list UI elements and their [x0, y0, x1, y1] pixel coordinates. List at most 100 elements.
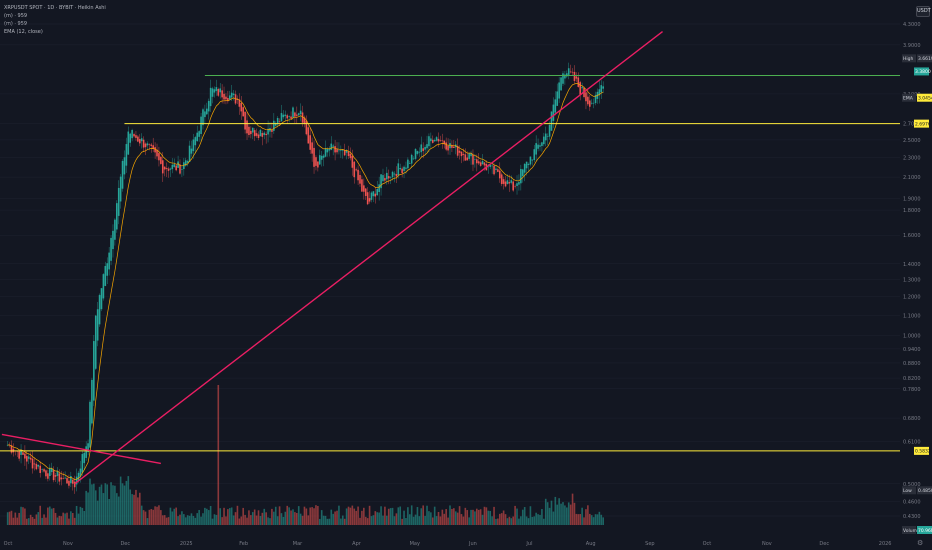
candle-body [251, 127, 254, 133]
candle-body [22, 452, 24, 455]
candle-body [384, 178, 386, 181]
volume-bar [186, 515, 189, 525]
candle-body [520, 168, 522, 184]
candle-body [228, 95, 231, 100]
volume-bar [52, 508, 55, 525]
volume-bar [167, 517, 170, 525]
volume-bar [313, 508, 315, 525]
candle-body [104, 266, 107, 286]
candle-body [435, 137, 438, 141]
candle-body [567, 68, 570, 75]
volume-bar [274, 506, 277, 525]
candle-body [73, 481, 76, 488]
volume-bar [278, 506, 281, 525]
candle-body [173, 164, 176, 167]
candle-body [548, 124, 551, 137]
candle-body [489, 164, 492, 167]
symbol-title[interactable]: XRPUSDT SPOT · 1D · BYBIT · Heikin Ashi [4, 5, 106, 11]
candle-body [263, 132, 266, 135]
candle-body [137, 136, 139, 142]
candle-body [380, 174, 382, 189]
volume-bar [236, 505, 239, 525]
time-axis[interactable]: Oct Nov Dec 2025 Feb Mar Apr May Jun Jul Aug Sep Oct… [4, 541, 892, 547]
candle-body [351, 155, 354, 168]
candle-body [60, 477, 63, 480]
horizontal-levels[interactable] [0, 74, 900, 452]
gear-icon[interactable]: ⚙ [917, 539, 924, 547]
candle-body [487, 166, 490, 168]
candle-body [96, 309, 99, 341]
volume-bar [196, 513, 199, 525]
candle-body [585, 92, 587, 102]
candle-body [338, 150, 340, 152]
y-tick-label: 4.3000 [903, 22, 921, 28]
candle-body [541, 142, 543, 146]
price-tag-value: 3.6619 [918, 56, 932, 62]
trendlines[interactable] [1, 31, 663, 485]
volume-bar [386, 515, 388, 525]
candle-body [543, 136, 545, 145]
volume-bar [433, 506, 436, 525]
volume-bar [479, 509, 482, 525]
candle-body [119, 176, 122, 202]
candle-body [246, 120, 248, 134]
volume-bar [58, 515, 61, 525]
candle-body [284, 114, 287, 116]
candle-body [81, 454, 84, 473]
candle-body [382, 175, 384, 182]
volume-bar [334, 511, 336, 525]
candle-body [451, 145, 453, 148]
candle-body [18, 451, 20, 459]
indicator-line-1[interactable]: (m) · 959 [4, 13, 28, 19]
candle-body [562, 73, 564, 84]
candle-body [77, 472, 80, 481]
candle-body [146, 143, 149, 146]
volume-bar [294, 512, 296, 525]
volume-bar [138, 492, 141, 525]
volume-bar [391, 507, 394, 525]
volume-bar [330, 509, 333, 525]
candle-body [154, 147, 156, 153]
candle-body [24, 453, 26, 459]
currency-badge[interactable]: USDT [916, 6, 931, 17]
candle-body [481, 160, 484, 165]
candle-body [138, 139, 141, 144]
volume-bar [29, 514, 32, 525]
ema-indicator-label[interactable]: EMA (12, close) [4, 29, 43, 35]
volume-bar [378, 512, 380, 525]
candle-body [282, 114, 285, 118]
candle-body [98, 295, 101, 325]
price-labels: High 3.6619 3.3800 EMA 3.0454 2.6976 0.5832 Low… [902, 54, 932, 534]
volume-bar [594, 514, 597, 525]
candle-body [194, 137, 197, 146]
y-tick-label: 0.4300 [903, 514, 921, 520]
volume-bar [451, 508, 453, 525]
candle-body [93, 341, 95, 401]
price-tag-bg [914, 67, 929, 76]
volume-bar [366, 518, 369, 525]
volume-bar [420, 508, 423, 525]
candle-body [410, 154, 413, 164]
candle-body [62, 478, 64, 480]
y-tick-label: 0.8800 [903, 361, 921, 367]
candle-body [148, 144, 151, 145]
volume-bar [202, 513, 204, 525]
volume-bar [512, 516, 514, 525]
volume-bar [472, 509, 474, 525]
volume-bar [66, 512, 68, 525]
volume-bar [336, 510, 338, 525]
candle-body [238, 99, 241, 107]
candle-body [261, 133, 264, 137]
candlesticks [6, 62, 604, 494]
volume-bar [87, 492, 89, 525]
candle-body [453, 146, 455, 148]
candle-body [114, 219, 116, 240]
candle-body [290, 116, 292, 119]
volume-bar [397, 507, 400, 525]
candle-body [430, 138, 432, 142]
candle-body [414, 149, 417, 159]
candle-body [158, 153, 160, 161]
candle-body [552, 104, 555, 121]
volume-bar [355, 510, 357, 525]
